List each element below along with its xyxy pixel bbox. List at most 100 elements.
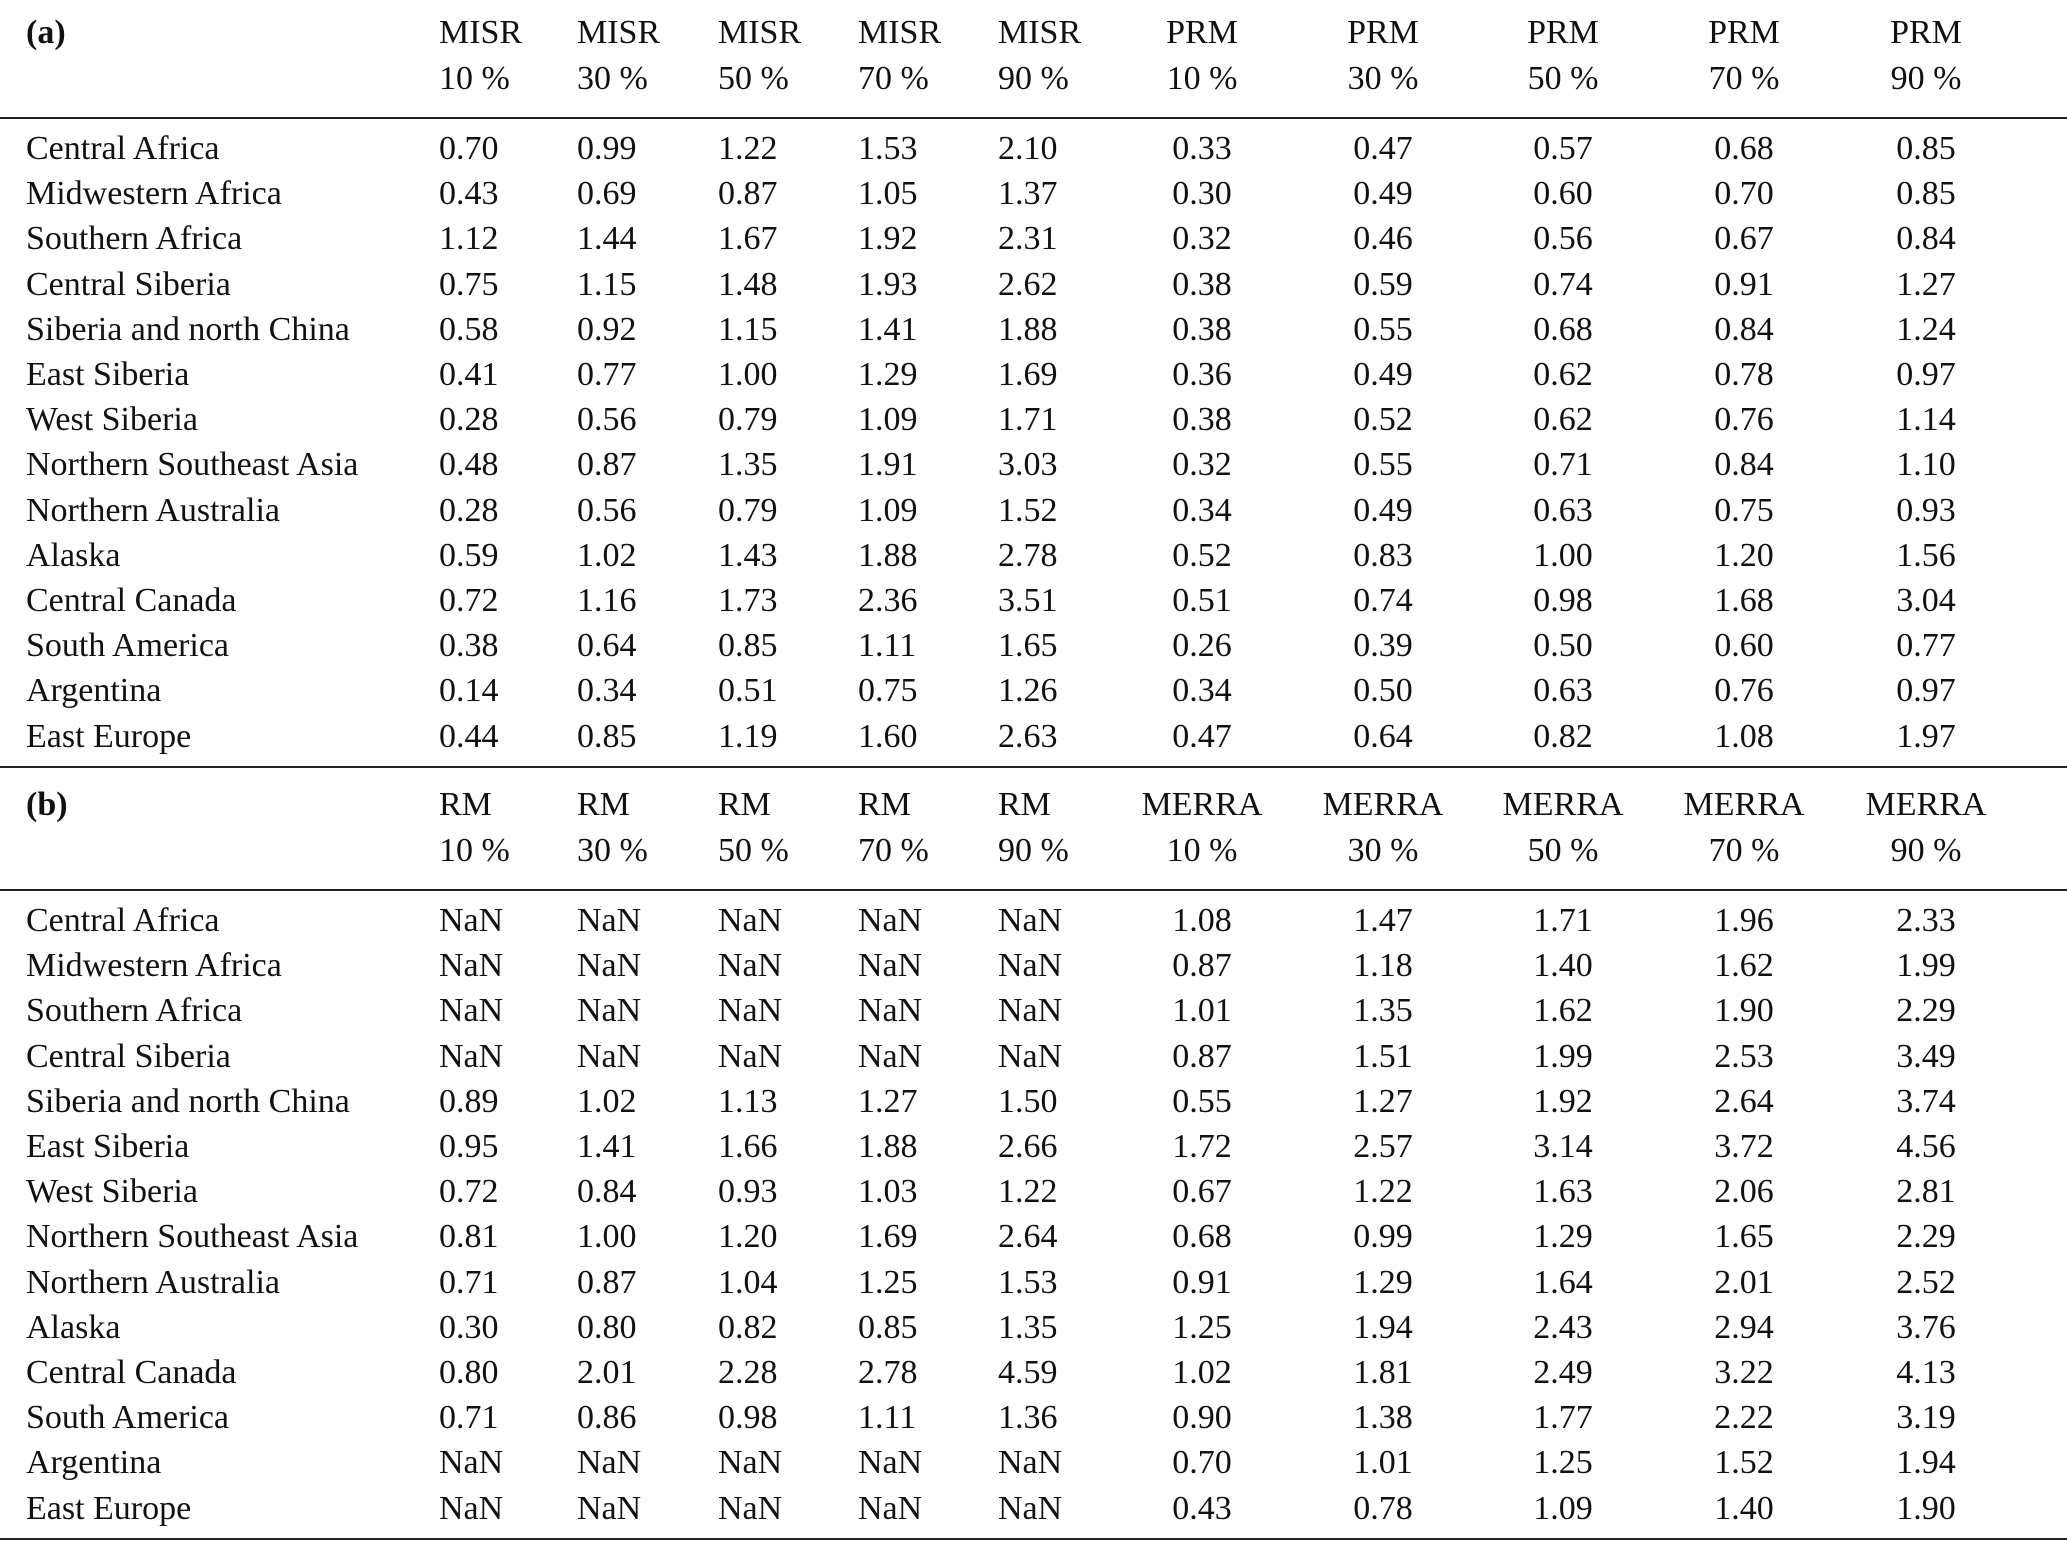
region-name: Argentina <box>26 1444 162 1482</box>
table-cell: 1.71 <box>998 401 1058 439</box>
table-cell: 0.84 <box>1896 220 1956 258</box>
region-name: Northern Southeast Asia <box>26 446 359 484</box>
table-cell: NaN <box>718 1444 783 1482</box>
table-cell: NaN <box>439 992 504 1030</box>
table-cell: 1.08 <box>1172 902 1232 939</box>
table-cell: 0.49 <box>1353 356 1413 393</box>
table-cell: 0.32 <box>1172 446 1232 484</box>
table-cell: NaN <box>858 902 923 939</box>
region-name: Central Canada <box>26 1354 237 1391</box>
column-header: 10 % <box>1166 60 1238 97</box>
table-cell: NaN <box>439 1037 504 1075</box>
region-name: Northern Australia <box>26 1263 280 1301</box>
table-cell: 2.63 <box>998 717 1058 755</box>
table-cell: 0.33 <box>1172 130 1232 167</box>
column-header: PRM <box>1347 14 1419 51</box>
column-header: PRM <box>1527 14 1599 51</box>
table-cell: 1.00 <box>577 1218 637 1256</box>
table-cell: 0.82 <box>1533 717 1593 755</box>
column-header: 10 % <box>1166 832 1238 869</box>
table-cell: 1.24 <box>1896 310 1956 348</box>
panel-label: (b) <box>26 786 68 823</box>
column-header: MISR <box>577 14 661 51</box>
table-cell: 0.41 <box>439 356 499 393</box>
column-header: MERRA <box>1141 786 1263 823</box>
table-cell: NaN <box>858 1489 923 1527</box>
table-cell: 0.56 <box>1533 220 1593 258</box>
region-name: Southern Africa <box>26 220 243 258</box>
table-cell: 0.39 <box>1353 627 1413 665</box>
table-cell: 0.85 <box>1896 175 1956 213</box>
table-cell: 4.56 <box>1896 1128 1956 1165</box>
table-cell: 1.65 <box>998 627 1058 665</box>
table-cell: 0.79 <box>718 491 778 529</box>
table-cell: 1.27 <box>1353 1082 1413 1120</box>
table-cell: 0.68 <box>1714 130 1774 167</box>
region-name: Northern Southeast Asia <box>26 1218 359 1256</box>
table-cell: 0.87 <box>577 446 637 484</box>
table-cell: 1.60 <box>858 717 918 755</box>
table-cell: 1.94 <box>1353 1308 1413 1346</box>
table-cell: 0.49 <box>1353 491 1413 529</box>
table-cell: 1.53 <box>858 130 918 167</box>
table-cell: 3.72 <box>1714 1128 1774 1165</box>
column-header: 50 % <box>718 60 789 97</box>
region-name: Central Siberia <box>26 265 231 303</box>
table-cell: 0.70 <box>1714 175 1774 213</box>
table-cell: 0.70 <box>439 130 499 167</box>
table-cell: 1.14 <box>1896 401 1956 439</box>
column-header: RM <box>577 786 630 823</box>
column-header: 90 % <box>998 832 1069 869</box>
column-header: RM <box>998 786 1051 823</box>
table-cell: 1.02 <box>577 536 637 574</box>
table-cell: 1.04 <box>718 1263 778 1301</box>
table-rule <box>0 117 2067 119</box>
table-cell: 0.84 <box>1714 310 1774 348</box>
table-cell: 3.04 <box>1896 582 1956 619</box>
region-name: Central Siberia <box>26 1037 231 1075</box>
table-cell: 0.77 <box>577 356 637 393</box>
table-cell: 0.72 <box>439 1173 499 1211</box>
table-cell: NaN <box>718 947 783 985</box>
table-cell: 1.68 <box>1714 582 1774 619</box>
region-name: Midwestern Africa <box>26 175 282 213</box>
table-cell: 2.66 <box>998 1128 1058 1165</box>
table-cell: 0.38 <box>439 627 499 665</box>
table-cell: 0.84 <box>1714 446 1774 484</box>
table-cell: 0.99 <box>577 130 637 167</box>
table-cell: 1.41 <box>858 310 918 348</box>
table-cell: 1.88 <box>858 536 918 574</box>
column-header: PRM <box>1890 14 1962 51</box>
table-cell: 3.22 <box>1714 1354 1774 1391</box>
column-header: 30 % <box>577 60 648 97</box>
table-cell: 0.99 <box>1353 1218 1413 1256</box>
table-cell: 1.13 <box>718 1082 778 1120</box>
table-cell: 0.38 <box>1172 265 1232 303</box>
table-cell: 0.71 <box>439 1399 499 1437</box>
table-cell: 2.01 <box>577 1354 637 1391</box>
table-cell: NaN <box>577 947 642 985</box>
table-cell: 1.47 <box>1353 902 1413 939</box>
column-header: 30 % <box>1347 60 1419 97</box>
table-rule <box>0 765 2067 768</box>
table-cell: 1.65 <box>1714 1218 1774 1256</box>
table-cell: 2.81 <box>1896 1173 1956 1211</box>
table-cell: 1.97 <box>1896 717 1956 755</box>
table-cell: NaN <box>998 992 1063 1030</box>
table-cell: 1.25 <box>858 1263 918 1301</box>
table-cell: 1.90 <box>1714 992 1774 1030</box>
table-cell: 0.84 <box>577 1173 637 1211</box>
table-cell: NaN <box>439 947 504 985</box>
table-cell: 1.03 <box>858 1173 918 1211</box>
table-cell: 2.31 <box>998 220 1058 258</box>
table-cell: 2.57 <box>1353 1128 1413 1165</box>
region-name: East Siberia <box>26 1128 190 1165</box>
table-cell: 1.93 <box>858 265 918 303</box>
table-cell: 3.03 <box>998 446 1058 484</box>
table-cell: 1.71 <box>1533 902 1593 939</box>
column-header: MERRA <box>1683 786 1805 823</box>
column-header: MERRA <box>1322 786 1444 823</box>
table-cell: 0.68 <box>1172 1218 1232 1256</box>
table-cell: 2.53 <box>1714 1037 1774 1075</box>
